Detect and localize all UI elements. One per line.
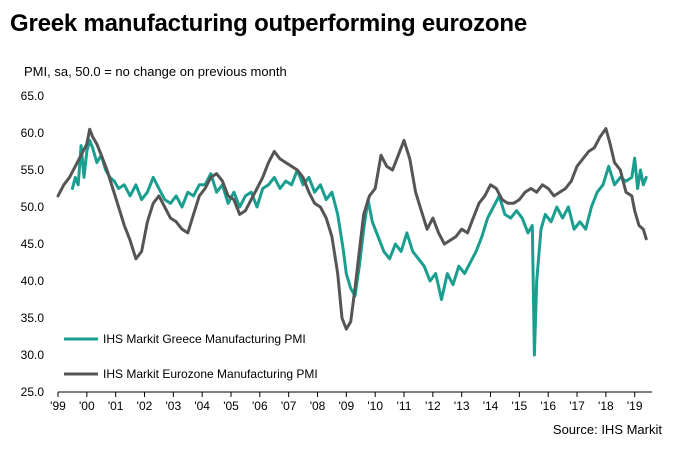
legend-label-greece: IHS Markit Greece Manufacturing PMI bbox=[103, 332, 306, 346]
x-tick-label: '10 bbox=[367, 399, 383, 413]
y-tick-label: 65.0 bbox=[21, 89, 45, 103]
chart-title: Greek manufacturing outperforming eurozo… bbox=[10, 10, 527, 37]
x-tick-label: '17 bbox=[569, 399, 585, 413]
y-tick-label: 50.0 bbox=[21, 200, 45, 214]
x-tick-label: '99 bbox=[50, 399, 66, 413]
x-axis: '99 '00 '01 '02 '03 '04 '05 '06 '07 '08 '09 '10 '11 '… bbox=[50, 391, 652, 413]
y-tick-label: 30.0 bbox=[21, 348, 45, 362]
y-tick-label: 60.0 bbox=[21, 126, 45, 140]
x-tick-label: '12 bbox=[425, 399, 441, 413]
x-tick-label: '14 bbox=[483, 399, 499, 413]
x-tick-label: '18 bbox=[598, 399, 614, 413]
x-tick-label: '13 bbox=[454, 399, 470, 413]
x-tick-label: '16 bbox=[540, 399, 556, 413]
x-tick-label: '08 bbox=[310, 399, 326, 413]
x-tick-label: '05 bbox=[223, 399, 239, 413]
x-tick-label: '02 bbox=[137, 399, 153, 413]
y-tick-label: 25.0 bbox=[21, 385, 45, 399]
x-tick-label: '06 bbox=[252, 399, 268, 413]
y-tick-label: 45.0 bbox=[21, 237, 45, 251]
y-axis-label: PMI, sa, 50.0 = no change on previous mo… bbox=[24, 64, 287, 79]
x-tick-label: '03 bbox=[166, 399, 182, 413]
y-axis: 65.0 60.0 55.0 50.0 45.0 40.0 35.0 30.0 25.0 bbox=[21, 89, 45, 399]
y-tick-label: 55.0 bbox=[21, 163, 45, 177]
y-tick-label: 40.0 bbox=[21, 274, 45, 288]
x-tick-label: '01 bbox=[108, 399, 124, 413]
legend: IHS Markit Greece Manufacturing PMI IHS M… bbox=[64, 332, 318, 381]
x-tick-label: '19 bbox=[627, 399, 643, 413]
series-lines bbox=[56, 127, 648, 357]
x-tick-label: '11 bbox=[397, 399, 412, 413]
x-tick-label: '09 bbox=[339, 399, 355, 413]
legend-label-eurozone: IHS Markit Eurozone Manufacturing PMI bbox=[103, 367, 318, 381]
source-note: Source: IHS Markit bbox=[552, 422, 662, 437]
x-tick-label: '00 bbox=[79, 399, 95, 413]
x-tick-label: '15 bbox=[512, 399, 528, 413]
series-line-eurozone bbox=[56, 127, 648, 331]
x-tick-label: '07 bbox=[281, 399, 297, 413]
x-tick-label: '04 bbox=[194, 399, 210, 413]
y-tick-label: 35.0 bbox=[21, 311, 45, 325]
